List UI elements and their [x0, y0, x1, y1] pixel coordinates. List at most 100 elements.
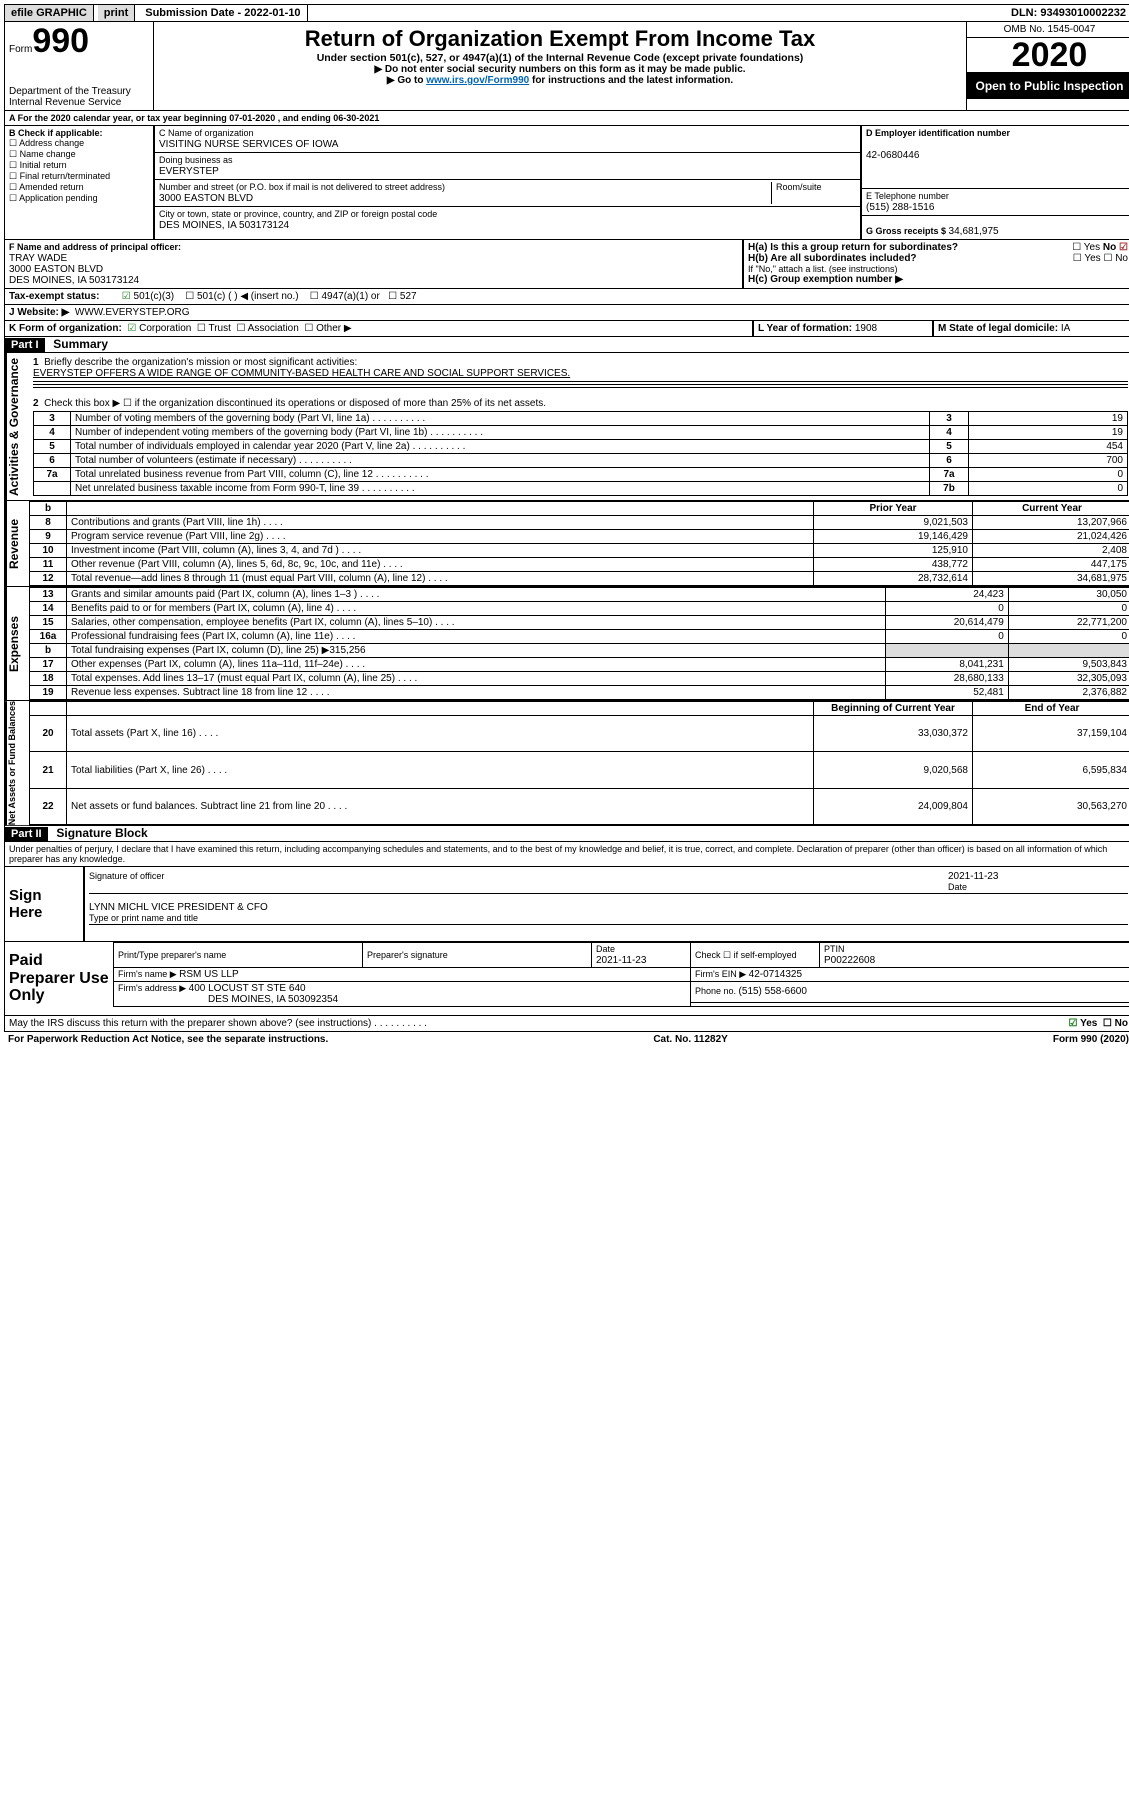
form-title: Return of Organization Exempt From Incom… [158, 26, 962, 52]
sign-here-label: Sign Here [5, 867, 83, 941]
table-row: 16aProfessional fundraising fees (Part I… [30, 630, 1129, 644]
final-return-check[interactable]: Final return/terminated [9, 171, 110, 181]
block-d: D Employer identification number 42-0680… [861, 126, 1129, 240]
table-row: 17Other expenses (Part IX, column (A), l… [30, 658, 1129, 672]
501c3-check[interactable]: 501(c)(3) [122, 291, 174, 302]
preparer-table: Print/Type preparer's name Preparer's si… [113, 942, 1129, 1007]
netassets-table: Beginning of Current YearEnd of Year 20T… [29, 701, 1129, 825]
table-row: 10Investment income (Part VIII, column (… [30, 544, 1129, 558]
website-row: J Website: ▶ WWW.EVERYSTEP.ORG [4, 305, 1129, 321]
paid-preparer-block: Paid Preparer Use Only Print/Type prepar… [4, 942, 1129, 1016]
omb-box: OMB No. 1545-0047 2020 Open to Public In… [966, 22, 1129, 110]
state-domicile: IA [1061, 323, 1070, 334]
table-row: 14Benefits paid to or for members (Part … [30, 602, 1129, 616]
block-h: H(a) Is this a group return for subordin… [743, 240, 1129, 289]
table-row: 18Total expenses. Add lines 13–17 (must … [30, 672, 1129, 686]
tax-year: 2020 [967, 38, 1129, 73]
tax-exempt-row: Tax-exempt status: 501(c)(3) 501(c) ( ) … [4, 289, 1129, 305]
discuss-yes[interactable]: Yes [1069, 1018, 1098, 1029]
form-header: Form990 Department of the Treasury Inter… [4, 22, 1129, 111]
initial-return-check[interactable]: Initial return [9, 160, 67, 170]
part1-header: Part I Summary [4, 337, 1129, 353]
vlabel-netassets: Net Assets or Fund Balances [5, 701, 29, 825]
table-row: 15Salaries, other compensation, employee… [30, 616, 1129, 630]
table-row: 5Total number of individuals employed in… [34, 440, 1128, 454]
table-row: 19Revenue less expenses. Subtract line 1… [30, 686, 1129, 700]
sig-date: 2021-11-23 [948, 871, 998, 882]
block-f: F Name and address of principal officer:… [4, 240, 743, 289]
vlabel-governance: Activities & Governance [5, 353, 29, 500]
org-info-row: B Check if applicable: Address change Na… [4, 126, 1129, 240]
sign-here-block: Sign Here Signature of officer 2021-11-2… [4, 867, 1129, 942]
table-row: bTotal fundraising expenses (Part IX, co… [30, 644, 1129, 658]
name-change-check[interactable]: Name change [9, 149, 76, 159]
efile-label: efile GRAPHIC [5, 5, 94, 21]
instructions-line: Go to www.irs.gov/Form990 for instructio… [158, 75, 962, 86]
part2-header: Part II Signature Block [4, 826, 1129, 842]
addr-change-check[interactable]: Address change [9, 138, 84, 148]
corp-check[interactable]: Corporation [127, 323, 191, 334]
expenses-table: 13Grants and similar amounts paid (Part … [29, 587, 1129, 700]
vlabel-revenue: Revenue [5, 501, 29, 586]
revenue-table: bPrior YearCurrent Year 8Contributions a… [29, 501, 1129, 586]
gross-receipts: 34,681,975 [949, 226, 999, 237]
table-row: 13Grants and similar amounts paid (Part … [30, 588, 1129, 602]
table-row: 9Program service revenue (Part VIII, lin… [30, 530, 1129, 544]
firm-ein: 42-0714325 [749, 969, 802, 980]
table-row: 4Number of independent voting members of… [34, 426, 1128, 440]
top-bar: efile GRAPHIC print Submission Date - 20… [4, 4, 1129, 22]
amended-return-check[interactable]: Amended return [9, 182, 84, 192]
table-row: Net unrelated business taxable income fr… [34, 482, 1128, 496]
table-row: 21Total liabilities (Part X, line 26)9,0… [30, 752, 1129, 788]
form-subtitle: Under section 501(c), 527, or 4947(a)(1)… [158, 52, 962, 64]
perjury-text: Under penalties of perjury, I declare th… [4, 842, 1129, 867]
table-row: 20Total assets (Part X, line 16)33,030,3… [30, 716, 1129, 752]
mission-text: EVERYSTEP OFFERS A WIDE RANGE OF COMMUNI… [33, 368, 1128, 379]
city-state-zip: DES MOINES, IA 503173124 [159, 220, 289, 231]
dept-label: Department of the Treasury [9, 86, 149, 97]
vlabel-expenses: Expenses [5, 587, 29, 700]
ptin: P00222608 [824, 955, 875, 966]
irs-label: Internal Revenue Service [9, 97, 149, 108]
governance-table: 3Number of voting members of the governi… [33, 411, 1128, 496]
table-row: 3Number of voting members of the governi… [34, 412, 1128, 426]
table-row: 8Contributions and grants (Part VIII, li… [30, 516, 1129, 530]
discuss-row: May the IRS discuss this return with the… [4, 1016, 1129, 1032]
year-formation: 1908 [855, 323, 877, 334]
table-row: 12Total revenue—add lines 8 through 11 (… [30, 572, 1129, 586]
block-b: B Check if applicable: Address change Na… [4, 126, 154, 240]
ein: 42-0680446 [866, 150, 919, 161]
table-row: 6Total number of volunteers (estimate if… [34, 454, 1128, 468]
submission-date: Submission Date - 2022-01-10 [139, 5, 307, 21]
app-pending-check[interactable]: Application pending [9, 193, 98, 203]
officer-signed-name: LYNN MICHL VICE PRESIDENT & CFO [89, 902, 268, 913]
table-row: 22Net assets or fund balances. Subtract … [30, 788, 1129, 824]
officer-group-row: F Name and address of principal officer:… [4, 240, 1129, 289]
dba-name: EVERYSTEP [159, 166, 219, 177]
street-address: 3000 EASTON BLVD [159, 193, 253, 204]
netassets-section: Net Assets or Fund Balances Beginning of… [4, 701, 1129, 826]
firm-phone: (515) 558-6600 [739, 986, 807, 997]
dln: DLN: 93493010002232 [1005, 5, 1129, 21]
telephone: (515) 288-1516 [866, 202, 934, 213]
ssn-warning: Do not enter social security numbers on … [158, 64, 962, 75]
officer-name: TRAY WADE [9, 253, 67, 264]
open-public-badge: Open to Public Inspection [967, 73, 1129, 99]
footer: For Paperwork Reduction Act Notice, see … [4, 1032, 1129, 1047]
firm-name: RSM US LLP [179, 969, 238, 980]
form-org-row: K Form of organization: Corporation Trus… [4, 321, 1129, 337]
print-button[interactable]: print [98, 5, 135, 21]
org-name: VISITING NURSE SERVICES OF IOWA [159, 139, 338, 150]
table-row: 7aTotal unrelated business revenue from … [34, 468, 1128, 482]
revenue-section: Revenue bPrior YearCurrent Year 8Contrib… [4, 501, 1129, 587]
tax-period: A For the 2020 calendar year, or tax yea… [4, 111, 1129, 126]
summary-section: Activities & Governance 1 Briefly descri… [4, 353, 1129, 501]
group-return-no[interactable]: No [1103, 242, 1128, 253]
expenses-section: Expenses 13Grants and similar amounts pa… [4, 587, 1129, 701]
block-c: C Name of organization VISITING NURSE SE… [154, 126, 861, 240]
table-row: 11Other revenue (Part VIII, column (A), … [30, 558, 1129, 572]
form990-link[interactable]: www.irs.gov/Form990 [426, 75, 529, 86]
website: WWW.EVERYSTEP.ORG [75, 307, 190, 318]
title-box: Return of Organization Exempt From Incom… [154, 22, 966, 110]
group-exemption: H(c) Group exemption number ▶ [748, 274, 1128, 285]
